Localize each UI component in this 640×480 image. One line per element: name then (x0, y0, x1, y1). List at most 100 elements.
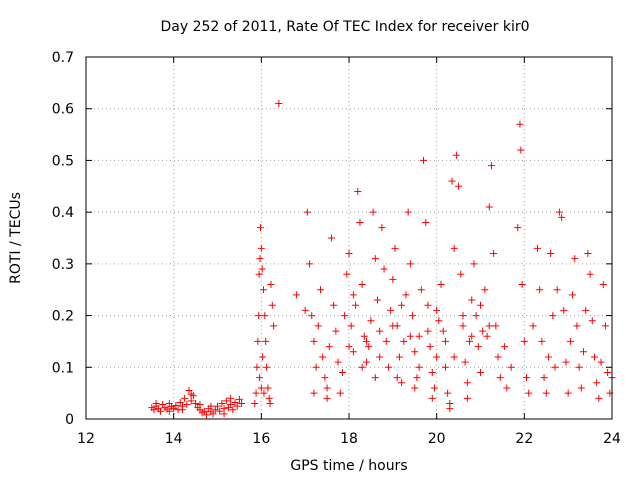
data-point (211, 406, 219, 414)
data-point (257, 244, 265, 252)
data-point (360, 332, 368, 340)
data-point (261, 312, 269, 320)
data-point (371, 255, 379, 263)
data-point (369, 208, 377, 216)
data-point (268, 301, 276, 309)
data-point (259, 353, 267, 361)
data-point (569, 291, 577, 299)
data-point (398, 301, 406, 309)
data-point (487, 162, 495, 170)
data-point (573, 322, 581, 330)
data-point (256, 255, 264, 263)
data-point (227, 394, 235, 402)
data-point (466, 337, 474, 345)
data-point (178, 406, 186, 414)
data-point (501, 343, 509, 351)
data-point (393, 374, 401, 382)
data-point (580, 348, 588, 356)
data-point (314, 322, 322, 330)
data-point (468, 332, 476, 340)
data-point (428, 394, 436, 402)
data-point (477, 301, 484, 309)
data-point (461, 358, 469, 366)
data-point (373, 296, 381, 304)
data-point (389, 322, 397, 330)
data-point (417, 286, 425, 294)
data-point (264, 384, 272, 392)
data-point (258, 265, 266, 273)
data-point (152, 399, 160, 407)
data-point (303, 208, 311, 216)
data-point (292, 291, 300, 299)
data-point (367, 317, 375, 325)
data-point (415, 332, 423, 340)
data-point (485, 322, 493, 330)
data-point (354, 187, 362, 195)
x-tick-label: 20 (428, 431, 446, 447)
data-point (229, 406, 237, 414)
data-point (252, 389, 260, 397)
data-point (601, 322, 609, 330)
data-point (562, 358, 570, 366)
y-tick-label: 0 (65, 412, 74, 428)
data-point (327, 234, 335, 242)
axis-ticks (85, 56, 613, 420)
data-point (267, 281, 275, 289)
data-point (597, 358, 605, 366)
data-point (455, 182, 463, 190)
data-point (376, 353, 384, 361)
data-point (547, 250, 555, 258)
data-point (395, 353, 403, 361)
data-point (494, 353, 502, 361)
data-point (409, 312, 417, 320)
data-point (503, 384, 511, 392)
data-point (345, 250, 353, 258)
data-point (358, 363, 366, 371)
data-point (424, 301, 432, 309)
data-point (411, 348, 419, 356)
y-tick-label: 0.6 (52, 102, 74, 118)
data-point (406, 260, 414, 268)
y-tick-label: 0.1 (52, 360, 74, 376)
data-point (235, 395, 243, 403)
data-point (319, 353, 327, 361)
data-point (233, 402, 241, 410)
data-point (391, 244, 399, 252)
data-point (474, 343, 482, 351)
data-point (470, 260, 478, 268)
data-point (332, 327, 340, 335)
y-tick-labels: 0 0.1 0.2 0.3 0.4 0.5 0.6 0.7 (52, 50, 74, 428)
data-point (398, 379, 406, 387)
data-point (448, 177, 456, 185)
data-point (192, 399, 200, 407)
data-point (181, 394, 189, 402)
data-point (378, 224, 386, 232)
data-point (265, 394, 273, 402)
data-point (566, 337, 574, 345)
data-point (426, 343, 434, 351)
data-point (492, 322, 500, 330)
x-tick-labels: 12 14 16 18 20 22 24 (77, 431, 621, 447)
data-point (260, 389, 268, 397)
data-point (256, 374, 264, 382)
data-point (599, 281, 607, 289)
data-point (479, 327, 487, 335)
data-point (558, 213, 566, 221)
data-point (352, 301, 360, 309)
data-point (472, 312, 480, 320)
data-point (363, 358, 371, 366)
data-point (214, 402, 221, 410)
data-point (365, 343, 373, 351)
data-point (345, 343, 353, 351)
data-point (256, 224, 264, 232)
data-point (334, 358, 342, 366)
data-point (216, 407, 224, 415)
data-point (523, 374, 531, 382)
data-point (529, 322, 537, 330)
data-point (183, 401, 191, 409)
data-point (321, 374, 329, 382)
y-tick-label: 0.5 (52, 153, 74, 169)
data-point (347, 322, 355, 330)
data-point (384, 363, 392, 371)
